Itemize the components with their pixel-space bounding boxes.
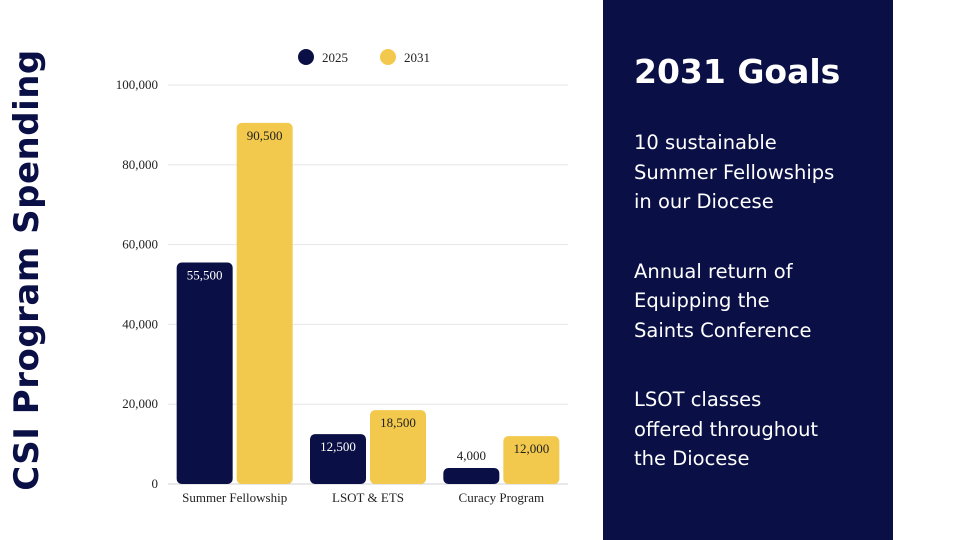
y-tick-label: 80,000 bbox=[122, 157, 158, 172]
goal-item-fellowships: 10 sustainable Summer Fellowships in our… bbox=[634, 128, 873, 217]
data-label: 12,500 bbox=[320, 439, 356, 454]
legend-label: 2031 bbox=[404, 50, 430, 65]
goal-line: in our Diocese bbox=[634, 190, 774, 213]
data-label: 55,500 bbox=[187, 268, 223, 283]
bar-chart: 0 20,000 40,000 60,000 80,000 100,000 55,500 90… bbox=[116, 49, 568, 505]
goal-line: offered throughout bbox=[634, 417, 819, 441]
goal-line: the Diocese bbox=[634, 447, 750, 470]
x-tick-label: LSOT & ETS bbox=[332, 490, 404, 505]
goal-line: Saints Conference bbox=[634, 318, 812, 342]
bar-2031 bbox=[370, 410, 426, 484]
legend-label: 2025 bbox=[322, 50, 348, 65]
goal-line: Annual return of bbox=[634, 259, 793, 283]
goals-title: 2031 Goals bbox=[634, 52, 841, 91]
legend-marker bbox=[380, 49, 396, 65]
data-label: 4,000 bbox=[457, 448, 486, 463]
y-tick-label: 100,000 bbox=[116, 77, 158, 92]
y-tick-label: 40,000 bbox=[122, 316, 158, 331]
goal-item-lsot-classes: LSOT classes offered throughout the Dioc… bbox=[634, 385, 873, 474]
goal-line: Summer Fellowships bbox=[634, 160, 835, 184]
data-label: 90,500 bbox=[247, 128, 283, 143]
goal-line: LSOT classes bbox=[634, 388, 762, 411]
bar-2031 bbox=[236, 122, 293, 484]
y-tick-label: 20,000 bbox=[122, 396, 158, 411]
bar-2025 bbox=[443, 468, 500, 484]
x-tick-label: Curacy Program bbox=[459, 490, 545, 505]
bar-2025 bbox=[176, 262, 233, 484]
data-label: 18,500 bbox=[380, 415, 416, 430]
y-tick-label: 0 bbox=[152, 476, 159, 491]
legend-marker bbox=[298, 49, 314, 65]
y-tick-label: 60,000 bbox=[122, 237, 158, 252]
goals-panel: 2031 Goals 10 sustainable Summer Fellows… bbox=[603, 0, 893, 540]
bar-2025 bbox=[310, 434, 366, 484]
bar-2031 bbox=[503, 436, 560, 484]
data-label: 12,000 bbox=[513, 441, 549, 456]
x-tick-label: Summer Fellowship bbox=[182, 490, 287, 505]
goal-line: 10 sustainable bbox=[634, 131, 777, 154]
goal-line: Equipping the bbox=[634, 289, 770, 312]
goal-item-conference: Annual return of Equipping the Saints Co… bbox=[634, 257, 873, 346]
